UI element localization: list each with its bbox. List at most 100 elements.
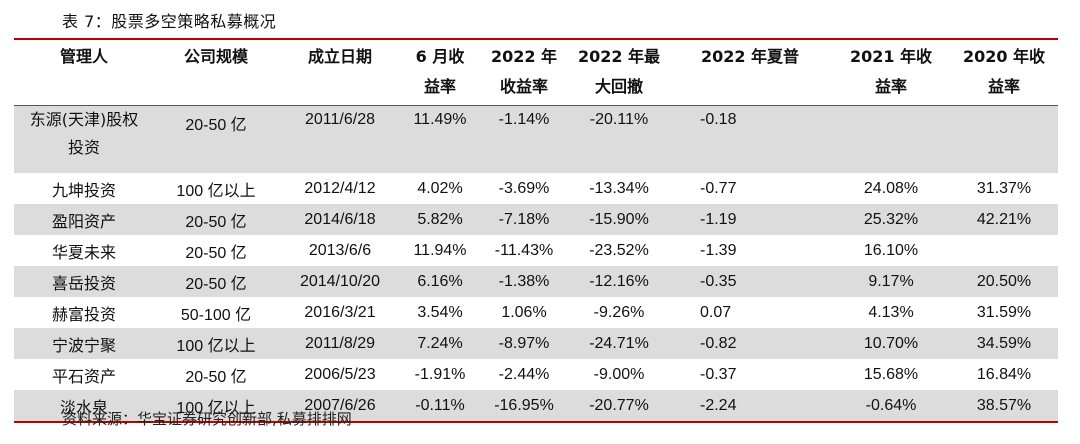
date-cell: 2006/5/23 [304,365,376,383]
manager-name: 华夏未来 [51,242,116,262]
return-2020-cell: 42.21% [950,204,1058,235]
manager-name-line2: 投资 [67,138,100,157]
return-2020-cell: 38.57% [950,390,1058,421]
sharpe-2022-cell: -2.24 [668,390,832,421]
return-2021-cell: -0.64% [832,390,950,421]
table-row: 赫富投资 50-100 亿 2016/3/21 3.54% 1.06% -9.26% 0.0… [14,297,1058,328]
manager-name: 淡水泉 [59,397,108,417]
manager-cell: 赫富投资 [14,297,154,328]
date-cell: 2007/6/26 [278,390,402,421]
drawdown-2022-cell: -23.52% [589,241,649,259]
drawdown-2022-cell: -20.11% [570,105,668,173]
table-row: 喜岳投资 20-50 亿 2014/10/20 6.16% -1.38% -12.16% -… [14,266,1058,297]
sharpe-2022-cell: -0.18 [668,105,832,173]
june-return-cell: 3.54% [417,303,463,321]
table-row: 平石资产 20-50 亿 2006/5/23 -1.91% -2.44% -9.00% -0… [14,359,1058,390]
june-return-cell: -0.11% [402,390,478,421]
manager-cell: 宁波宁聚 [14,328,154,359]
scale-cell: 100 亿以上 [154,328,278,359]
june-return-cell: 11.94% [413,241,467,259]
scale-cell: 100 亿以上 [154,390,278,421]
return-2022-cell: -16.95% [478,390,570,421]
source-note: 资料来源：华宝证券研究创新部,私募排排网 [62,410,352,428]
june-return-cell: -1.91% [414,365,466,383]
table-row: 东源(天津)股权 投资 20-50 亿 2011/6/28 11.49% -1.14% -2… [14,105,1058,173]
drawdown-2022-cell: -20.77% [570,390,668,421]
drawdown-2022-cell: -12.16% [570,266,668,297]
header-return-2020: 2020 年收 益率 [950,40,1058,106]
return-2020-cell: 16.84% [976,365,1032,383]
drawdown-2022-cell: -9.00% [593,365,645,383]
header-label: 6 月收 [415,47,465,66]
return-2021-cell: 25.32% [832,204,950,235]
manager-name: 宁波宁聚 [51,335,116,355]
table-caption: 表 7：股票多空策略私募概况 [62,12,277,31]
manager-cell: 盈阳资产 [14,204,154,235]
header-label-line2: 益率 [423,77,456,96]
table-container: 管理人 公司规模 成立日期 6 月收 益率 2022 年收益率 2022 年最 大回撤 2022… [14,38,1058,423]
header-label: 成立日期 [307,47,372,66]
fund-overview-table: 管理人 公司规模 成立日期 6 月收 益率 2022 年收益率 2022 年最 大回撤 2022… [14,40,1058,421]
header-return-2022: 2022 年收益率 [478,40,570,106]
header-label-line2: 益率 [987,77,1020,96]
date-cell: 2013/6/6 [308,241,372,259]
scale-cell: 100 亿以上 [176,182,256,200]
scale-cell: 20-50 亿 [154,266,278,297]
header-label-line2: 益率 [874,77,907,96]
drawdown-2022-cell: -24.71% [570,328,668,359]
header-label: 2022 年最 [577,47,661,66]
scale-cell: 20-50 亿 [154,204,278,235]
return-2021-cell: 4.13% [868,303,914,321]
return-2022-cell: -1.14% [478,105,570,173]
june-return-cell: 6.16% [402,266,478,297]
june-return-cell: 5.82% [402,204,478,235]
return-2021-cell: 9.17% [832,266,950,297]
drawdown-2022-cell: -9.26% [593,303,645,321]
date-cell: 2012/4/12 [304,179,376,197]
return-2022-cell: -11.43% [494,241,554,259]
sharpe-2022-cell: -1.19 [668,204,832,235]
table-row: 宁波宁聚 100 亿以上 2011/8/29 7.24% -8.97% -24.71% -0… [14,328,1058,359]
table-row: 九坤投资 100 亿以上 2012/4/12 4.02% -3.69% -13.34% -0… [14,173,1058,204]
header-manager: 管理人 [14,40,154,106]
return-2021-cell [832,105,950,173]
header-label-line2: 收益率 [499,77,548,96]
june-return-cell: 4.02% [417,179,463,197]
header-max-drawdown-2022: 2022 年最 大回撤 [570,40,668,106]
table-row: 盈阳资产 20-50 亿 2014/6/18 5.82% -7.18% -15.90% -1… [14,204,1058,235]
date-cell: 2016/3/21 [304,303,376,321]
return-2021-cell: 24.08% [863,179,919,197]
header-return-2021: 2021 年收 益率 [832,40,950,106]
header-june-return: 6 月收益率 [402,40,478,106]
manager-name: 九坤投资 [51,180,116,200]
sharpe-2022-cell: -0.77 [700,179,737,197]
header-label: 2021 年收 [849,47,933,66]
scale-cell: 50-100 亿 [180,306,252,324]
manager-cell: 九坤投资 [14,173,154,204]
return-2021-cell: 15.68% [863,365,919,383]
return-2020-cell [950,105,1058,173]
table-row: 淡水泉 100 亿以上 2007/6/26 -0.11% -16.95% -20.77% -… [14,390,1058,421]
sharpe-2022-cell: -0.35 [668,266,832,297]
manager-cell: 东源(天津)股权 投资 [14,105,154,173]
sharpe-2022-cell: -0.37 [700,365,737,383]
header-sharpe-2022: 2022 年夏普 [668,40,832,106]
return-2022-cell: -7.18% [478,204,570,235]
drawdown-2022-cell: -15.90% [570,204,668,235]
drawdown-2022-cell: -13.34% [589,179,649,197]
header-label-line2: 大回撤 [594,77,643,96]
manager-cell: 淡水泉 [14,390,154,421]
header-founding-date: 成立日期 [278,40,402,106]
date-cell: 2011/8/29 [278,328,402,359]
return-2020-cell [950,235,1058,266]
manager-name: 东源(天津)股权 [29,110,139,129]
header-label: 管理人 [59,47,108,66]
header-company-scale: 公司规模 [154,40,278,106]
manager-name: 平石资产 [51,366,116,386]
header-label: 2020 年收 [962,47,1046,66]
return-2020-cell: 31.59% [976,303,1032,321]
date-cell: 2011/6/28 [278,105,402,173]
sharpe-2022-cell: -0.82 [668,328,832,359]
date-cell: 2014/6/18 [278,204,402,235]
scale-cell: 20-50 亿 [185,368,247,386]
